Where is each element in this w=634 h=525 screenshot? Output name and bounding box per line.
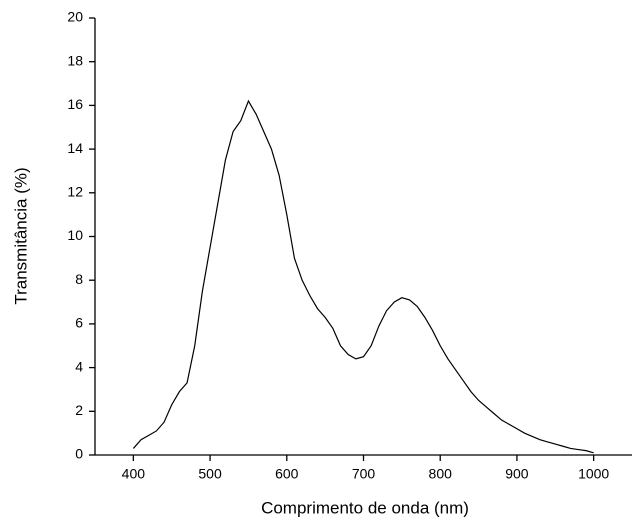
data-line [132, 99, 594, 454]
x-tick-label: 800 [429, 466, 453, 482]
y-tick-label: 16 [67, 96, 83, 112]
y-tick-label: 4 [75, 358, 83, 374]
x-tick-label: 900 [505, 466, 529, 482]
y-tick-label: 14 [67, 140, 83, 156]
x-axis-label: Comprimento de onda (nm) [261, 498, 469, 517]
y-tick-label: 18 [67, 52, 83, 68]
y-tick-label: 10 [67, 227, 83, 243]
y-tick-label: 8 [75, 271, 83, 287]
y-tick-label: 20 [67, 9, 83, 25]
y-tick-label: 0 [75, 446, 83, 462]
x-tick-label: 400 [122, 466, 146, 482]
y-tick-label: 12 [67, 184, 83, 200]
y-tick-label: 6 [75, 315, 83, 331]
y-tick-label: 2 [75, 402, 83, 418]
x-tick-label: 500 [198, 466, 222, 482]
y-axis-label: Transmitância (%) [11, 167, 30, 304]
x-tick-label: 600 [275, 466, 299, 482]
x-tick-label: 700 [352, 466, 376, 482]
x-tick-label: 1000 [578, 466, 609, 482]
